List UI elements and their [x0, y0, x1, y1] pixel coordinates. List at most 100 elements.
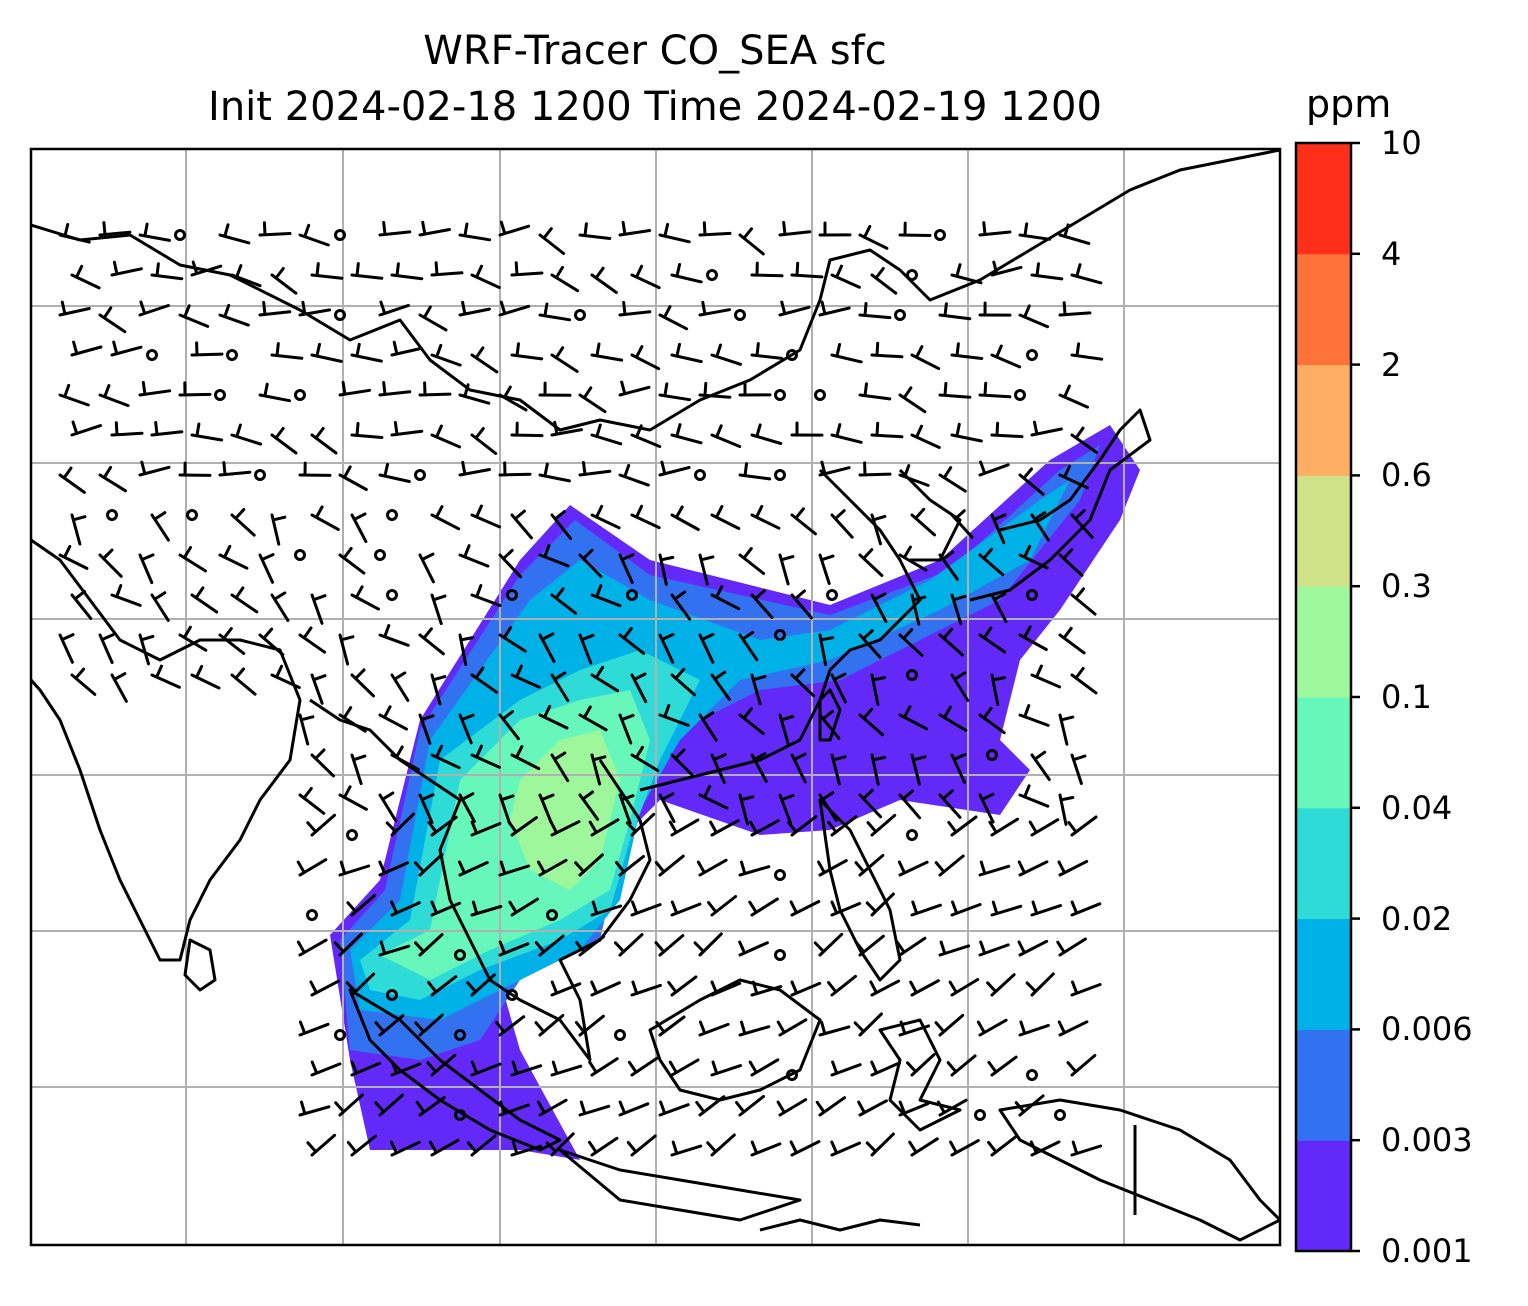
- wind-barb: [218, 461, 252, 477]
- calm-wind-marker: [826, 589, 838, 601]
- coastline-borneo: [648, 978, 822, 1102]
- wind-barb: [950, 671, 970, 702]
- wind-barb: [466, 1134, 497, 1157]
- wind-barb: [390, 745, 420, 771]
- calm-wind-marker: [334, 229, 346, 241]
- calm-wind-marker: [546, 909, 558, 921]
- wind-barb: [698, 300, 731, 317]
- wind-barb: [1030, 262, 1064, 281]
- wind-barb: [538, 302, 572, 322]
- wind-barb: [950, 593, 967, 626]
- wind-barb: [1070, 263, 1103, 285]
- wind-barb: [350, 422, 384, 439]
- wind-barb: [948, 978, 980, 997]
- calm-wind-marker: [614, 1029, 626, 1041]
- wind-barb: [230, 586, 259, 614]
- wind-barb: [865, 1132, 895, 1157]
- wind-barb: [270, 591, 290, 622]
- wind-barb: [1018, 304, 1050, 329]
- wind-barb: [670, 342, 703, 364]
- wind-barb: [458, 792, 476, 823]
- wind-barb: [430, 424, 461, 449]
- wind-barb: [978, 547, 1005, 577]
- wind-barb: [827, 815, 858, 837]
- wind-barb: [150, 262, 184, 281]
- wind-barb: [658, 704, 690, 727]
- wind-barb: [350, 585, 380, 611]
- calm-wind-marker: [706, 269, 718, 281]
- wind-barb: [618, 713, 635, 745]
- wind-barb: [578, 461, 612, 477]
- wind-barb: [670, 667, 696, 697]
- wind-barb: [578, 1100, 611, 1117]
- wind-barb: [270, 513, 287, 546]
- wind-barb: [470, 584, 502, 607]
- wind-barb: [950, 753, 967, 784]
- wind-barb: [310, 426, 338, 455]
- wind-barb: [578, 222, 612, 240]
- wind-barb: [338, 465, 368, 491]
- wind-barb: [938, 381, 972, 399]
- wind-barb: [978, 381, 1012, 399]
- wind-barb: [230, 508, 256, 537]
- wind-barb: [710, 585, 741, 611]
- wind-barb: [670, 748, 695, 778]
- wind-barb: [1058, 384, 1089, 409]
- wind-barb: [306, 1133, 337, 1157]
- wind-barb: [750, 673, 767, 706]
- wind-barb: [507, 816, 538, 837]
- coastline-sri-lanka: [183, 938, 217, 992]
- coastline-sulawesi: [878, 1018, 962, 1132]
- wind-barb: [938, 627, 964, 657]
- wind-barb: [390, 1060, 422, 1077]
- wind-barb: [498, 548, 523, 579]
- wind-barb: [618, 220, 652, 237]
- wind-barb: [938, 789, 962, 819]
- wind-barb: [818, 221, 852, 237]
- colorbar-segment: [1296, 364, 1351, 476]
- wind-barb: [655, 1015, 686, 1037]
- wind-barb: [830, 1140, 861, 1157]
- wind-barb: [1029, 1140, 1061, 1157]
- calm-wind-marker: [106, 509, 118, 521]
- wind-barb: [534, 1014, 565, 1037]
- wind-barb: [853, 1012, 883, 1037]
- wind-barb: [390, 900, 421, 917]
- wind-barb: [1070, 509, 1094, 539]
- wind-barb: [458, 713, 475, 745]
- wind-barb: [338, 380, 372, 397]
- wind-barb: [830, 672, 847, 704]
- calm-wind-marker: [374, 549, 386, 561]
- wind-barb: [1070, 1140, 1103, 1157]
- colorbar-tick-label: 0.001: [1381, 1232, 1473, 1270]
- wind-barb: [178, 381, 212, 397]
- wind-barb: [310, 1060, 342, 1077]
- chart-title-line-2: Init 2024-02-18 1200 Time 2024-02-19 120…: [208, 84, 1102, 130]
- wind-barb: [1018, 1020, 1050, 1037]
- wind-barb: [110, 421, 144, 437]
- coastline-new-guinea: [998, 1098, 1280, 1242]
- wind-barb: [470, 504, 501, 529]
- wind-barb: [630, 745, 660, 772]
- colorbar: [1294, 141, 1360, 1253]
- wind-barb: [778, 300, 811, 317]
- wind-barb: [1018, 222, 1052, 241]
- wind-barb: [618, 301, 652, 317]
- wind-barb: [298, 713, 315, 746]
- calm-wind-marker: [1026, 589, 1038, 601]
- wind-barb: [910, 424, 941, 449]
- wind-barb: [618, 627, 646, 655]
- wind-barb: [738, 381, 772, 397]
- wind-barb: [378, 381, 412, 397]
- wind-barb: [815, 1096, 846, 1117]
- wind-barb: [458, 222, 492, 242]
- wind-barb: [618, 1100, 650, 1117]
- wind-barb: [338, 546, 366, 575]
- wind-barb: [750, 504, 781, 530]
- wind-barb: [693, 932, 723, 957]
- wind-barb: [378, 791, 398, 823]
- wind-barb: [258, 382, 291, 403]
- wind-barbs: [58, 220, 1104, 1157]
- wind-barb: [430, 673, 447, 706]
- wind-barb: [986, 973, 1016, 997]
